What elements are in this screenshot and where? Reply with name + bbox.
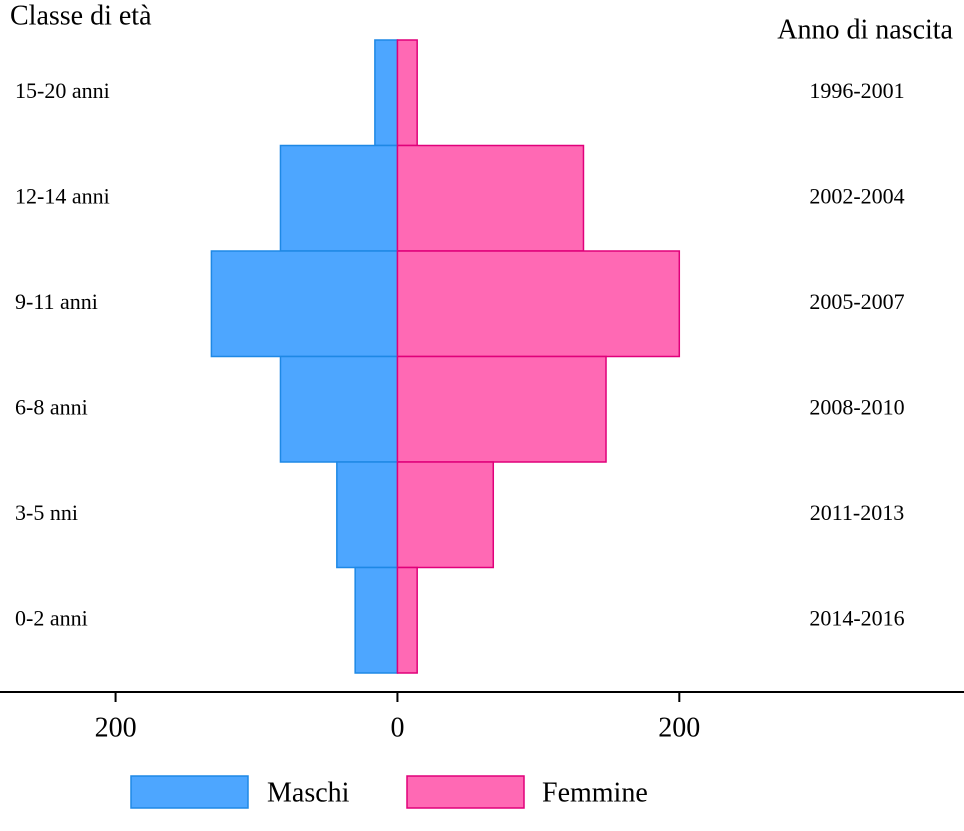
bar [396,39,418,147]
x-tick-label: 200 [95,712,137,743]
legend-swatch [130,775,249,809]
bar [279,144,399,252]
bar [396,566,418,674]
x-tick-label: 0 [390,712,404,743]
bar [210,250,399,358]
y-title: Classe di età [10,0,152,31]
category-label: 15-20 anni [15,78,110,103]
birth-year-label: 2011-2013 [810,500,905,525]
birth-year-label: 2008-2010 [809,394,904,419]
bar [374,39,399,147]
category-label: 9-11 anni [15,289,98,314]
category-label: 0-2 anni [15,605,88,630]
bar [279,355,399,463]
y2-title: Anno di nascita [777,14,953,45]
bar [336,461,399,569]
bar [396,250,681,358]
birth-year-label: 1996-2001 [809,78,904,103]
bar [396,144,585,252]
legend-label: Femmine [542,777,648,808]
birth-year-label: 2014-2016 [809,605,904,630]
category-label: 6-8 anni [15,394,88,419]
bar [354,566,399,674]
birth-year-label: 2002-2004 [809,183,904,208]
bar [396,461,495,569]
category-label: 3-5 nni [15,500,78,525]
x-tick-label: 200 [658,712,700,743]
legend-label: Maschi [267,777,350,808]
legend-swatch [406,775,525,809]
category-label: 12-14 anni [15,183,110,208]
birth-year-label: 2005-2007 [809,289,904,314]
bar [396,355,607,463]
